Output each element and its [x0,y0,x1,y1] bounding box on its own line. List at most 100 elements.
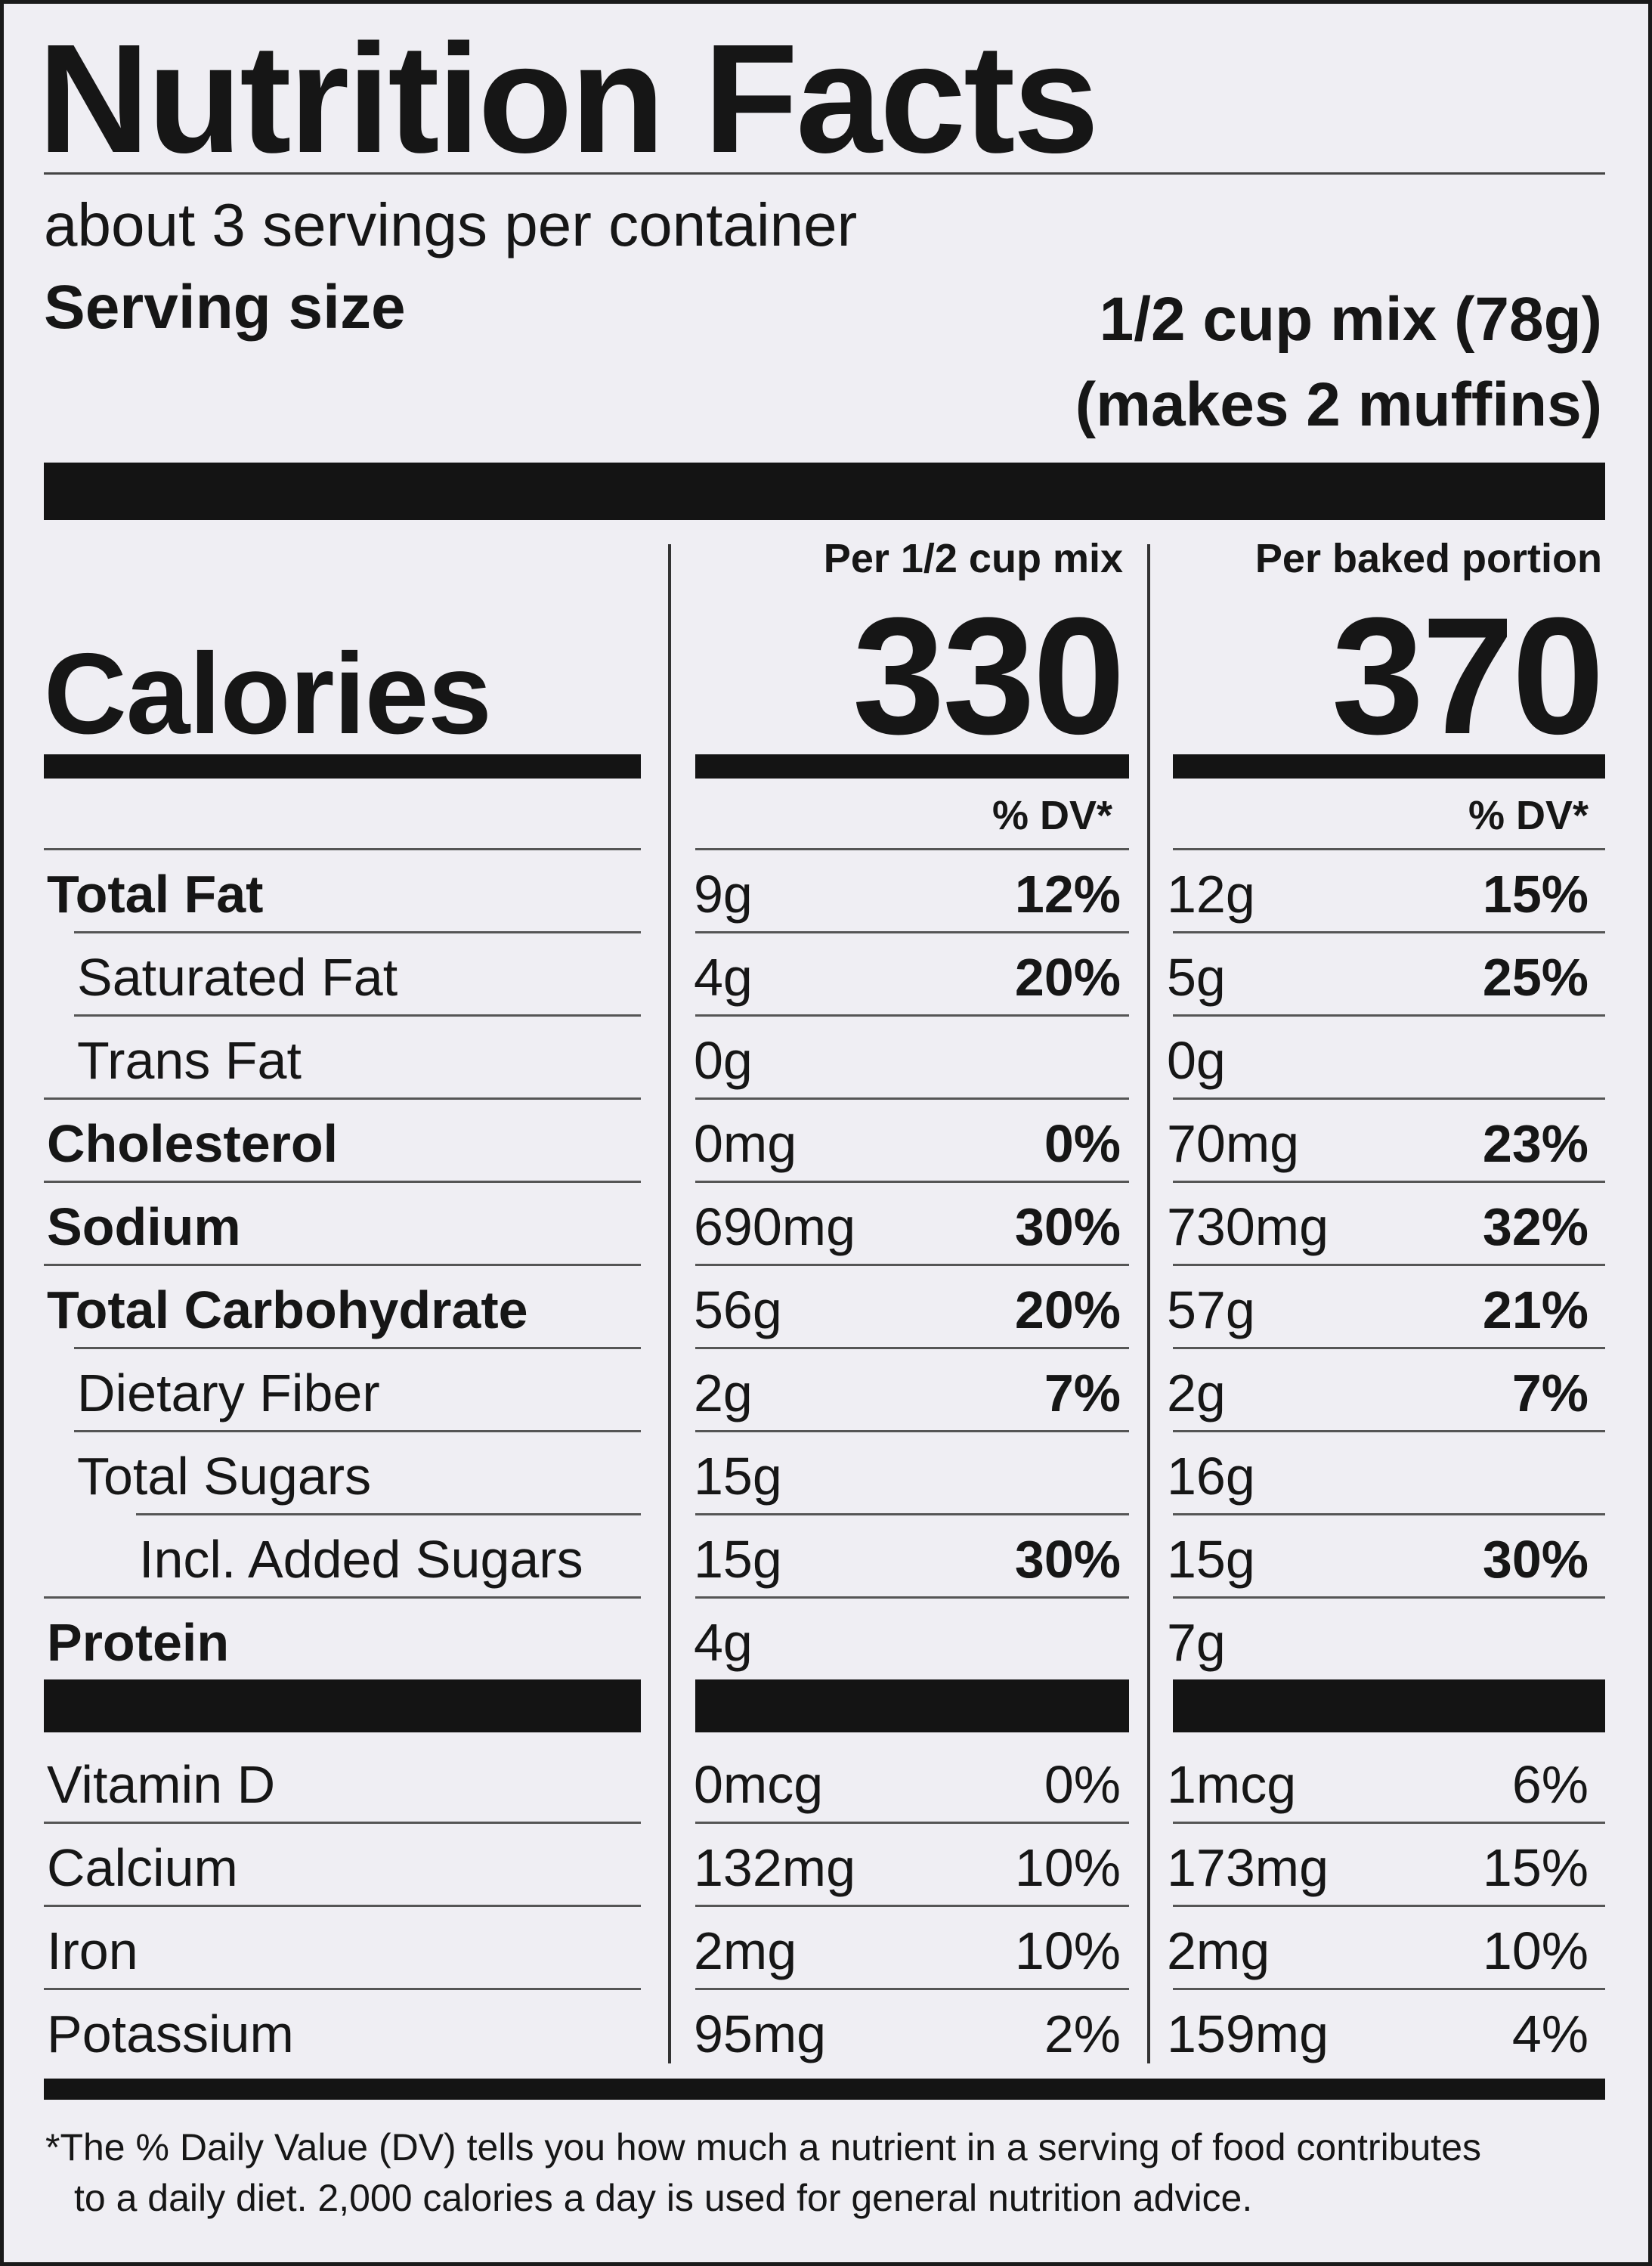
row-line [44,1264,641,1266]
row-line [695,1596,1129,1599]
footnote-line-2: to a daily diet. 2,000 calories a day is… [74,2177,1253,2219]
baked-dv: 15% [1482,865,1589,924]
row-line [44,1596,641,1599]
nutrient-row-total-sugars: Total Sugars 15g 16g [0,1430,1652,1513]
mix-amount: 9g [694,865,753,924]
mix-amount: 2g [694,1364,753,1422]
row-line [1173,931,1605,933]
title-rule [44,172,1605,175]
baked-amount: 12g [1167,865,1255,924]
servings-per-container: about 3 servings per container [44,191,858,258]
row-line [695,1097,1129,1100]
column-divider-1 [668,544,671,2063]
label-title: Nutrition Facts [38,12,1099,185]
row-line [44,1097,641,1100]
baked-amount: 0g [1167,1031,1226,1090]
row-line [74,1014,641,1017]
baked-amount: 2g [1167,1364,1226,1422]
row-line [1173,848,1605,850]
calories-bar-2 [695,754,1129,779]
nutrient-row-cholesterol: Cholesterol 0mg 0% 70mg 23% [0,1097,1652,1181]
mix-amount: 0g [694,1031,753,1090]
row-line [1173,1347,1605,1349]
nutrient-name: Incl. Added Sugars [139,1530,583,1589]
calories-bar-1 [44,754,641,779]
row-line [44,1822,641,1824]
row-line [1173,1513,1605,1515]
mix-amount: 15g [694,1530,782,1589]
thick-divider-bottom [44,2079,1605,2100]
row-line [1173,1905,1605,1907]
mix-amount: 132mg [694,1838,856,1897]
row-line [1173,1430,1605,1432]
nutrient-name: Protein [47,1613,230,1672]
baked-dv: 30% [1482,1530,1589,1589]
nutrient-name: Cholesterol [47,1114,339,1173]
baked-amount: 16g [1167,1447,1255,1506]
mix-amount: 2mg [694,1921,797,1980]
row-line [74,931,641,933]
mix-dv: 0% [1044,1114,1121,1173]
vitamin-row-potassium: Potassium 95mg 2% 159mg 4% [0,1988,1652,2071]
row-line [1173,1822,1605,1824]
row-line [695,1905,1129,1907]
nutrient-row-protein: Protein 4g 7g [0,1596,1652,1679]
baked-amount: 730mg [1167,1197,1329,1256]
mix-dv: 20% [1014,1280,1121,1339]
vitamin-name: Vitamin D [47,1755,276,1814]
nutrient-row-added-sugars: Incl. Added Sugars 15g 30% 15g 30% [0,1513,1652,1596]
row-line [695,1822,1129,1824]
baked-dv: 6% [1511,1755,1589,1814]
vitamin-row-calcium: Calcium 132mg 10% 173mg 15% [0,1822,1652,1905]
row-line [695,1014,1129,1017]
calories-baked: 370 [1331,583,1604,769]
row-line [136,1513,641,1515]
baked-amount: 2mg [1167,1921,1270,1980]
baked-amount: 57g [1167,1280,1255,1339]
row-line [1173,1596,1605,1599]
mix-amount: 690mg [694,1197,856,1256]
row-line [695,1264,1129,1266]
nutrient-row-dietary-fiber: Dietary Fiber 2g 7% 2g 7% [0,1347,1652,1430]
row-line [1173,1264,1605,1266]
mix-amount: 4g [694,1613,753,1672]
nutrient-row-sodium: Sodium 690mg 30% 730mg 32% [0,1181,1652,1264]
vitamin-bar-1 [44,1679,641,1732]
row-line [695,1513,1129,1515]
serving-size-label: Serving size [44,273,406,342]
dv-header-mix: % DV* [992,793,1112,838]
baked-dv: 4% [1511,2004,1589,2063]
calories-mix: 330 [852,583,1125,769]
vitamin-row-vitamin-d: Vitamin D 0mcg 0% 1mcg 6% [0,1738,1652,1822]
column-divider-2 [1147,544,1150,2063]
row-line [695,931,1129,933]
row-line [1173,1988,1605,1990]
mix-dv: 10% [1014,1838,1121,1897]
nutrient-row-saturated-fat: Saturated Fat 4g 20% 5g 25% [0,931,1652,1014]
mix-dv: 20% [1014,948,1121,1007]
baked-amount: 1mcg [1167,1755,1297,1814]
serving-size-note: (makes 2 muffins) [1075,370,1602,440]
baked-dv: 21% [1482,1280,1589,1339]
mix-amount: 0mg [694,1114,797,1173]
baked-amount: 159mg [1167,2004,1329,2063]
row-line [1173,1181,1605,1183]
mix-amount: 56g [694,1280,782,1339]
row-line [1173,1097,1605,1100]
baked-dv: 15% [1482,1838,1589,1897]
baked-amount: 15g [1167,1530,1255,1589]
calories-bar-3 [1173,754,1605,779]
baked-amount: 7g [1167,1613,1226,1672]
nutrient-name: Sodium [47,1197,241,1256]
row-line [695,1430,1129,1432]
row-line [44,1905,641,1907]
baked-dv: 23% [1482,1114,1589,1173]
row-line [695,1181,1129,1183]
row-line [44,1181,641,1183]
baked-amount: 5g [1167,948,1226,1007]
serving-size-value: 1/2 cup mix (78g) (makes 2 muffins) [1075,277,1602,447]
dv-header-baked: % DV* [1468,793,1589,838]
vitamin-bar-2 [695,1679,1129,1732]
calories-label: Calories [44,630,492,758]
